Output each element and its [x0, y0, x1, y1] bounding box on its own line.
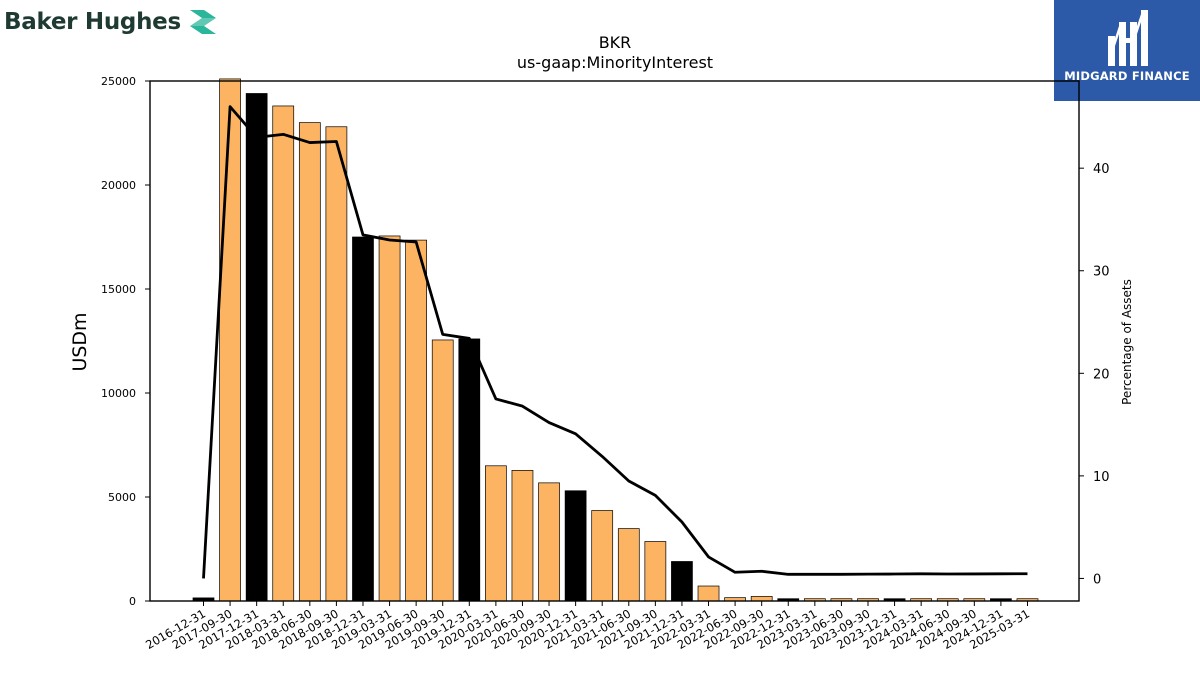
- bar-2019-09-30: [431, 339, 454, 602]
- y-tick-label: 20000: [101, 179, 136, 192]
- y2-tick-label: 0: [1093, 572, 1101, 587]
- bar-2018-03-31: [272, 105, 295, 602]
- y-tick-label: 15000: [101, 283, 136, 296]
- x-axis: 2016-12-312017-09-302017-12-312018-03-31…: [143, 601, 1032, 652]
- y-axis-label: USDm: [69, 312, 91, 371]
- midgard-logo-icon: [1108, 10, 1148, 66]
- y2-tick-label: 40: [1093, 162, 1110, 177]
- y2-tick-label: 10: [1093, 470, 1110, 485]
- bar-2018-06-30: [298, 122, 321, 602]
- bar-2021-12-31: [671, 561, 693, 602]
- bar-2021-06-30: [617, 528, 640, 602]
- bars-layer: [192, 78, 1039, 602]
- right-axis: 0 10 20 30 40: [1079, 162, 1110, 587]
- bar-2020-03-31: [485, 465, 507, 602]
- y2-tick-label: 30: [1093, 265, 1110, 280]
- chart-subtitle: us-gaap:MinorityInterest: [517, 53, 713, 72]
- percentage-line: [202, 105, 1028, 579]
- y-tick-label: 10000: [101, 387, 136, 400]
- y2-tick-label: 20: [1093, 367, 1110, 382]
- bar-2019-12-31: [458, 338, 481, 602]
- bar-2019-06-30: [405, 239, 427, 602]
- plot-frame: [149, 80, 1080, 602]
- company-name: Baker Hughes: [4, 9, 181, 35]
- bar-2020-12-31: [564, 490, 587, 602]
- bar-2017-12-31: [245, 93, 268, 602]
- left-axis: 0 5000 10000 15000 20000 25000: [101, 75, 150, 608]
- y2-axis-label: Percentage of Assets: [1120, 279, 1134, 405]
- bar-2021-09-30: [644, 541, 667, 602]
- y-tick-label: 0: [129, 595, 136, 608]
- chevron-logo-icon: [189, 10, 216, 34]
- bar-2018-09-30: [325, 126, 348, 602]
- y-tick-label: 25000: [101, 75, 136, 88]
- company-logo: Baker Hughes: [4, 4, 219, 40]
- bar-2017-09-30: [219, 78, 241, 602]
- bar-2019-03-31: [378, 235, 401, 602]
- bar-2018-12-31: [352, 236, 374, 602]
- partner-logo: MIDGARD FINANCE: [1054, 0, 1200, 101]
- bar-2020-06-30: [511, 470, 534, 602]
- partner-name: MIDGARD FINANCE: [1064, 69, 1190, 83]
- bar-2020-09-30: [538, 482, 560, 602]
- bar-2021-03-31: [591, 510, 614, 602]
- bar-2022-03-31: [697, 585, 720, 602]
- y-tick-label: 5000: [108, 491, 136, 504]
- chart-title: BKR: [599, 33, 632, 52]
